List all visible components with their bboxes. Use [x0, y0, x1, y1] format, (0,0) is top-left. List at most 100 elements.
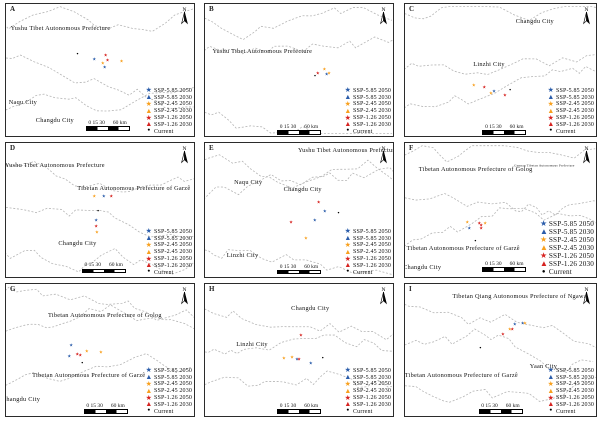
projection-point-marker: ★	[502, 92, 507, 98]
legend-label: SSP-5.85 2050	[548, 220, 594, 228]
legend-item: ▲ SSP-1.26 2030	[344, 401, 391, 408]
projection-point-marker: ★	[92, 193, 97, 199]
current-point-marker: ●	[479, 345, 482, 350]
current-point-marker: ●	[508, 87, 512, 92]
legend-label: SSP-1.26 2050	[556, 115, 594, 121]
legend-item: ▲ SSP-1.26 2030	[145, 401, 192, 408]
scale-bar: 0 15 30 60 km	[277, 403, 321, 414]
legend-item: ★ SSP-5.85 2050	[344, 87, 391, 94]
scale-end-label: 60 km	[304, 263, 319, 270]
triangle-icon: ▲	[344, 386, 352, 395]
dot-icon: ●	[346, 128, 350, 134]
projection-point-marker: ★	[105, 57, 110, 63]
legend-label: SSP-1.26 2030	[353, 121, 391, 128]
legend-item: ▲ SSP-2.45 2030	[344, 248, 391, 256]
legend-item: ● Current	[145, 408, 192, 415]
legend-item: ▲ SSP-1.26 2030	[344, 121, 391, 128]
legend: ★ SSP-5.85 2050 ▲ SSP-5.85 2030 ★ SSP-2.45 20…	[547, 367, 594, 415]
legend-item: ● Current	[547, 128, 594, 135]
scale-end-label: 60 km	[505, 402, 520, 409]
panel-letter: I	[409, 285, 412, 293]
star-icon: ★	[145, 113, 152, 122]
map-label: Tibetan Autonomous Prefecture of Golog	[418, 166, 533, 174]
star-icon: ★	[539, 234, 548, 244]
map-label: Yushu Tibet Autonomous Prefecture	[10, 24, 111, 32]
legend-label: SSP-5.85 2050	[353, 87, 391, 94]
north-arrow-icon: N	[179, 6, 190, 30]
map-label: Tibetan Qiang Autonomous Prefecture of N…	[452, 292, 587, 300]
triangle-icon: ▲	[547, 386, 555, 395]
projection-point-marker: ★	[295, 356, 300, 362]
projection-point-marker: ★	[322, 66, 327, 72]
dot-icon: ●	[346, 408, 350, 414]
triangle-icon: ▲	[344, 373, 352, 382]
legend-label: SSP-1.26 2030	[154, 121, 192, 128]
map-label: Changdu City	[404, 263, 442, 271]
north-label: N	[382, 7, 386, 13]
projection-point-marker: ★	[507, 326, 512, 332]
legend-item: ▲ SSP-1.26 2030	[547, 401, 594, 408]
scale-ticks-label: 0 15 30	[88, 120, 105, 127]
legend-label: Current	[353, 269, 373, 276]
panel-letter: F	[409, 144, 414, 152]
scale-bar-segments	[277, 409, 321, 414]
legend-item: ★ SSP-2.45 2050	[145, 241, 192, 249]
projection-point-marker: ★	[289, 354, 295, 360]
map-label: Linzhi City	[473, 60, 505, 68]
projection-point-marker: ★	[67, 353, 72, 359]
legend: ★ SSP-5.85 2050 ▲ SSP-5.85 2030 ★ SSP-2.45 20…	[145, 228, 192, 276]
map-label: Naqu City	[234, 178, 263, 186]
star-icon: ★	[344, 379, 351, 388]
projection-point-marker: ★	[100, 60, 105, 66]
legend-label: SSP-2.45 2030	[556, 388, 594, 395]
scale-bar-segments	[482, 130, 527, 135]
map-label: Changdu City	[291, 304, 330, 312]
legend-item: ● Current	[344, 269, 391, 276]
current-point-marker: ●	[474, 237, 477, 242]
panel-F: F Tibetan Autonomous Prefecture of Golog G…	[404, 142, 597, 278]
projection-point-marker: ★	[281, 355, 287, 361]
star-icon: ★	[145, 99, 152, 108]
legend-item: ★ SSP-5.85 2050	[145, 87, 192, 94]
legend-item: ▲ SSP-1.26 2030	[145, 121, 192, 128]
legend: ★ SSP-5.85 2050 ▲ SSP-5.85 2030 ★ SSP-2.45 20…	[145, 367, 192, 415]
legend-item: ★ SSP-2.45 2050	[344, 241, 391, 249]
triangle-icon: ▲	[145, 261, 153, 270]
scale-bar: 0 15 30 60 km	[277, 264, 321, 275]
star-icon: ★	[547, 113, 554, 122]
legend-label: Current	[548, 268, 572, 276]
scale-ticks-label: 0 15 30	[279, 124, 297, 131]
panel-A: A Yushu Tibet Autonomous Prefecture Naqu C…	[5, 3, 195, 137]
scale-bar: 0 15 30 60 km	[482, 124, 527, 135]
scale-bar-labels: 0 15 30 60 km	[86, 403, 124, 409]
panel-D: D Yushu Tibet Autonomous Prefecture Tibeta…	[5, 142, 195, 278]
legend-label: SSP-5.85 2030	[556, 94, 594, 101]
legend-item: ▲ SSP-5.85 2030	[540, 227, 594, 236]
scale-bar: 0 15 30 60 km	[277, 124, 321, 135]
legend-label: SSP-2.45 2050	[548, 236, 594, 244]
star-icon: ★	[539, 250, 548, 260]
triangle-icon: ▲	[547, 93, 555, 102]
star-icon: ★	[344, 86, 351, 95]
panel-H: H Changdu City Linzhi City ★ ★ ★ ★ ★ ★ ● N 0 15 30 6…	[204, 283, 394, 417]
scale-bar: 0 15 30 60 km	[85, 120, 130, 131]
scale-end-label: 60 km	[304, 124, 319, 131]
panel-letter: E	[209, 144, 214, 152]
panel-letter: A	[10, 5, 16, 13]
star-icon: ★	[145, 254, 152, 263]
star-icon: ★	[344, 254, 351, 263]
scale-bar: 0 15 30 60 km	[83, 403, 128, 414]
north-label: N	[183, 146, 187, 152]
map-label: Changdu City	[58, 239, 97, 247]
projection-point-marker: ★	[316, 200, 321, 205]
scale-ticks-label: 0 15 30	[86, 402, 103, 409]
scale-ticks-label: 0 15 30	[84, 262, 102, 269]
scale-bar-segments	[83, 409, 128, 414]
legend-label: SSP-1.26 2050	[353, 256, 391, 262]
legend-item: ★ SSP-2.45 2050	[539, 234, 594, 244]
legend-item: ▲ SSP-1.26 2030	[547, 121, 594, 128]
triangle-icon: ▲	[145, 234, 153, 243]
legend-item: ● Current	[145, 128, 192, 135]
star-icon: ★	[547, 366, 554, 375]
north-arrow-icon: N	[378, 145, 389, 169]
